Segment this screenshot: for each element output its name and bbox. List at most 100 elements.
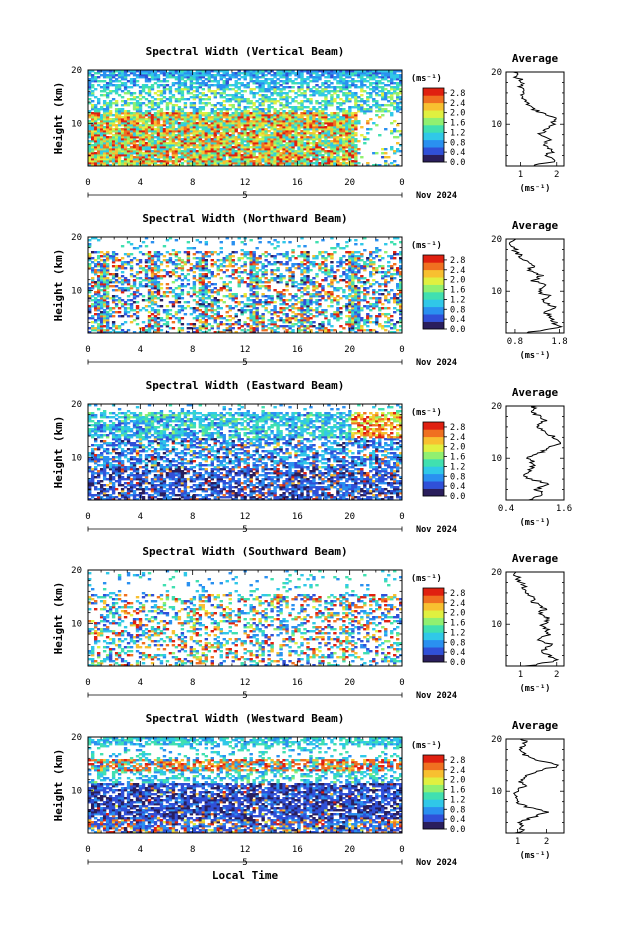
heatmap-cell <box>180 90 185 93</box>
heatmap-cell <box>141 267 146 270</box>
heatmap-cell <box>117 325 122 328</box>
heatmap-cell <box>177 251 182 254</box>
heatmap-cell <box>96 146 101 149</box>
heatmap-cell <box>165 128 170 131</box>
heatmap-cell <box>90 100 95 103</box>
heatmap-cell <box>270 142 274 145</box>
heatmap-cell <box>234 116 238 119</box>
heatmap-cell <box>312 130 316 133</box>
heatmap-cell <box>123 311 128 314</box>
heatmap-cell <box>93 104 98 107</box>
heatmap-cell <box>276 124 280 127</box>
heatmap-cell <box>291 122 295 125</box>
heatmap-cell <box>258 120 262 123</box>
heatmap-cell <box>213 152 217 155</box>
heatmap-cell <box>186 331 191 333</box>
heatmap-cell <box>198 102 203 105</box>
heatmap-cell <box>225 142 229 145</box>
heatmap-cell <box>288 132 292 135</box>
heatmap-cell <box>186 92 191 95</box>
heatmap-cell <box>261 158 265 161</box>
heatmap-cell <box>255 144 259 147</box>
heatmap-cell <box>90 80 95 83</box>
heatmap-cell <box>168 150 173 153</box>
heatmap-cell <box>198 160 203 163</box>
heatmap-cell <box>135 291 140 294</box>
heatmap-cell <box>93 144 98 147</box>
heatmap-cell <box>342 116 346 119</box>
heatmap-cell <box>339 164 343 166</box>
heatmap-cell <box>351 132 355 135</box>
heatmap-cell <box>183 285 188 288</box>
heatmap-cell <box>153 275 158 278</box>
heatmap-cell <box>243 323 247 326</box>
heatmap-cell <box>180 285 185 288</box>
heatmap-cell <box>327 164 331 166</box>
heatmap-cell <box>204 146 209 149</box>
heatmap-cell <box>372 90 376 93</box>
heatmap-cell <box>114 78 119 81</box>
heatmap-cell <box>90 281 95 284</box>
heatmap-cell <box>228 307 232 310</box>
heatmap-cell <box>351 84 355 87</box>
heatmap-cell <box>282 118 286 121</box>
heatmap-cell <box>204 94 209 97</box>
heatmap-cell <box>108 142 113 145</box>
heatmap-cell <box>309 124 313 127</box>
heatmap-cell <box>135 96 140 99</box>
heatmap-cell <box>258 122 262 125</box>
heatmap-cell <box>330 72 334 75</box>
heatmap-cell <box>120 289 125 292</box>
heatmap-cell <box>93 162 98 165</box>
heatmap-cell <box>132 146 137 149</box>
heatmap-cell <box>90 128 95 131</box>
heatmap-cell <box>261 72 265 75</box>
heatmap-cell <box>345 140 349 143</box>
heatmap-cell <box>141 124 146 127</box>
heatmap-cell <box>192 327 197 330</box>
heatmap-cell <box>294 156 298 159</box>
heatmap-cell <box>111 148 116 151</box>
heatmap-cell <box>267 144 271 147</box>
heatmap-cell <box>249 126 253 129</box>
heatmap-cell <box>174 138 179 141</box>
heatmap-cell <box>210 128 214 131</box>
heatmap-cell <box>141 158 146 161</box>
heatmap-cell <box>111 72 116 75</box>
heatmap-cell <box>177 319 182 322</box>
heatmap-cell <box>105 285 110 288</box>
heatmap-cell <box>249 331 253 333</box>
heatmap-cell <box>123 138 128 141</box>
heatmap-cell <box>108 160 113 163</box>
heatmap-cell <box>237 279 241 282</box>
heatmap-cell <box>180 122 185 125</box>
heatmap-cell <box>357 74 361 77</box>
heatmap-cell <box>168 100 173 103</box>
heatmap-cell <box>108 297 113 300</box>
heatmap-cell <box>171 269 176 272</box>
heatmap-cell <box>174 156 179 159</box>
heatmap-cell <box>162 323 167 326</box>
heatmap-cell <box>180 84 185 87</box>
heatmap-cell <box>201 257 206 260</box>
heatmap-cell <box>135 122 140 125</box>
heatmap-cell <box>204 74 209 77</box>
heatmap-cell <box>360 86 364 89</box>
heatmap-cell <box>243 144 247 147</box>
heatmap-cell <box>237 301 241 304</box>
heatmap-cell <box>270 134 274 137</box>
heatmap-cell <box>282 160 286 163</box>
heatmap-cell <box>264 160 268 163</box>
heatmap-cell <box>201 112 206 115</box>
heatmap-cell <box>120 257 125 260</box>
heatmap-cell <box>279 152 283 155</box>
heatmap-cell <box>180 112 185 115</box>
heatmap-cell <box>189 140 194 143</box>
heatmap-cell <box>300 130 304 133</box>
heatmap-cell <box>88 311 92 314</box>
heatmap-cell <box>183 263 188 266</box>
heatmap-cell <box>177 114 182 117</box>
heatmap-cell <box>351 78 355 81</box>
heatmap-cell <box>219 307 223 310</box>
heatmap-cell <box>117 94 122 97</box>
